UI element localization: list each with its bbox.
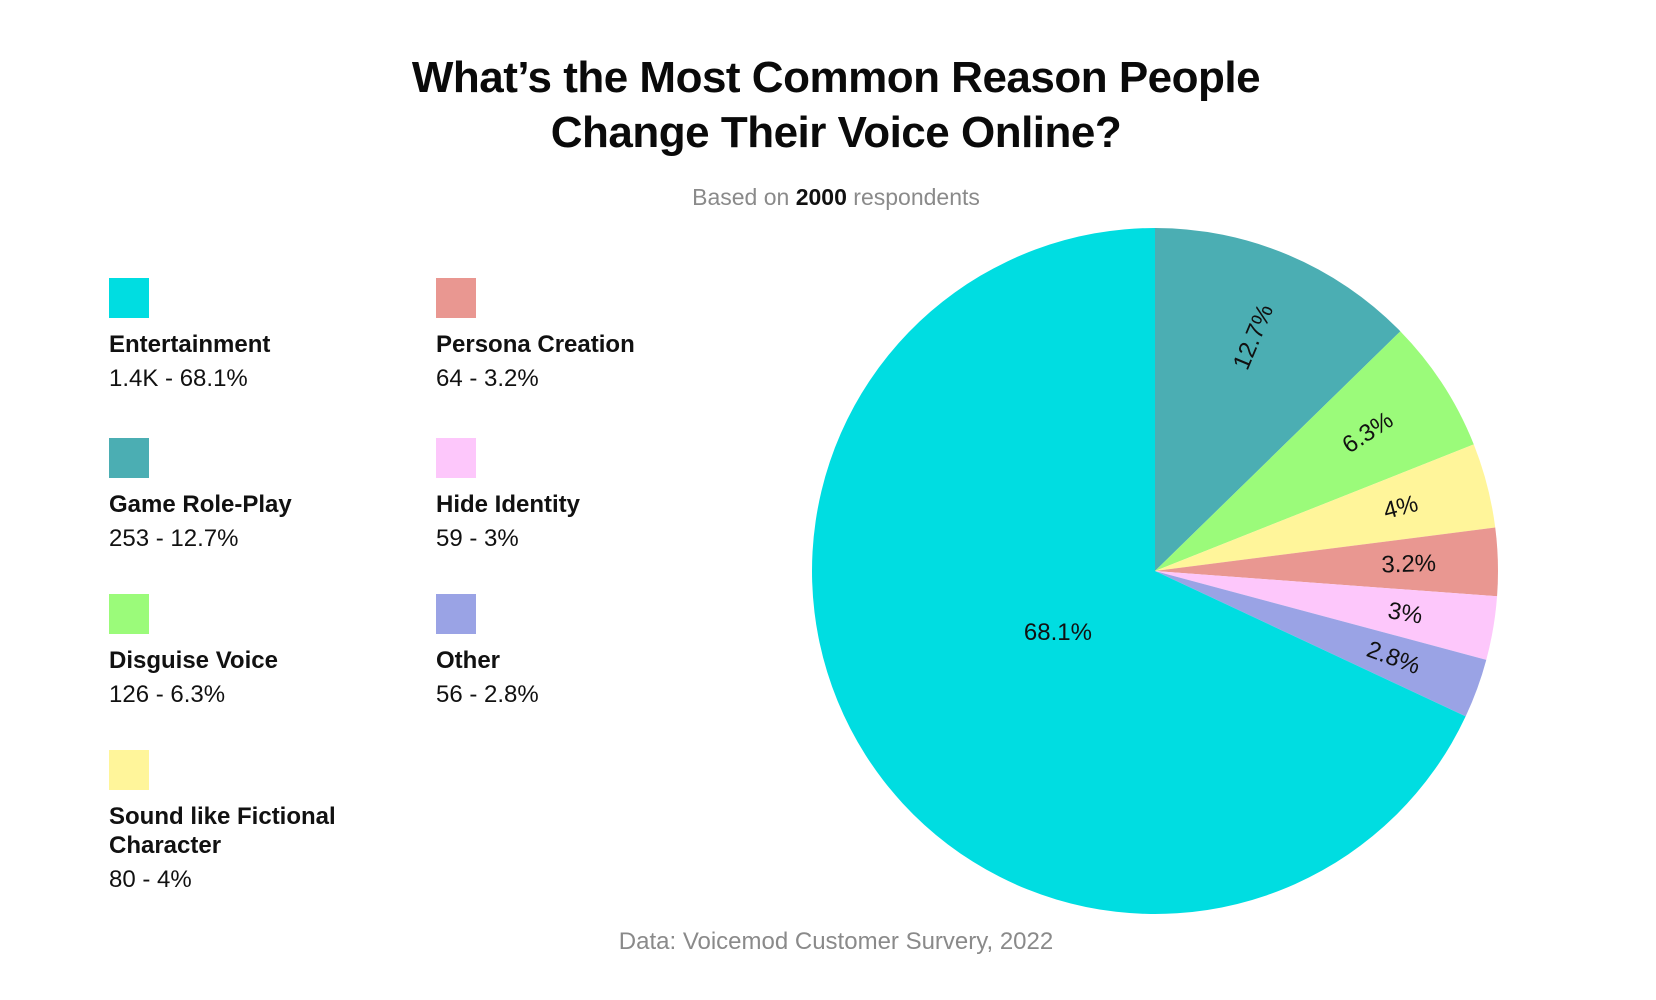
legend-value-disguise-voice: 126 - 6.3% [109,681,226,708]
legend-label-hide-identity: Hide Identity [436,491,581,518]
legend-item-other: Other 56 - 2.8% [436,594,736,709]
chart-title-line-1: What’s the Most Common Reason People [411,53,1261,102]
legend-swatch-other [436,594,476,634]
legend-label-disguise-voice: Disguise Voice [109,647,278,674]
legend-item-game-role-play: Game Role-Play 253 - 12.7% [109,438,409,553]
pie-slice-persona-creation[interactable] [1155,527,1498,597]
legend-swatch-persona-creation [436,278,476,318]
legend-value-entertainment: 1.4K - 68.1% [109,365,248,392]
legend-label-game-role-play: Game Role-Play [109,491,292,518]
subtitle-suffix: respondents [853,184,980,210]
pie-slice-other[interactable] [1155,571,1487,717]
chart-title-line-2: Change Their Voice Online? [550,108,1122,157]
pie-slice-disguise-voice[interactable] [1155,331,1474,571]
pie-slice-entertainment[interactable] [812,228,1466,914]
legend-value-hide-identity: 59 - 3% [436,525,519,552]
legend-swatch-sound-like-fictional-character [109,750,149,790]
legend-item-hide-identity: Hide Identity 59 - 3% [436,438,736,553]
chart-subtitle: Based on 2000 respondents [0,184,1656,211]
legend-item-persona-creation: Persona Creation 64 - 3.2% [436,278,736,393]
legend-item-entertainment: Entertainment 1.4K - 68.1% [109,278,409,393]
legend-label-persona-creation: Persona Creation [436,331,635,358]
subtitle-prefix: Based on [692,184,790,210]
chart-source: Data: Voicemod Customer Survery, 2022 [618,928,1054,955]
legend-label-other: Other [436,647,501,674]
pie-slice-hide-identity[interactable] [1155,571,1498,660]
legend-swatch-entertainment [109,278,149,318]
legend-value-game-role-play: 253 - 12.7% [109,525,239,552]
legend-item-sound-like-fictional-character: Sound like Fictional Character 80 - 4% [109,750,369,894]
legend-value-other: 56 - 2.8% [436,681,539,708]
subtitle-respondent-count: 2000 [795,184,847,210]
legend-swatch-hide-identity [436,438,476,478]
legend-label-sound-like-fictional-character: Sound like Fictional Character [109,803,336,859]
chart-title: What’s the Most Common Reason People Cha… [0,50,1656,160]
legend-item-disguise-voice: Disguise Voice 126 - 6.3% [109,594,409,709]
legend-value-sound-like-fictional-character: 80 - 4% [109,866,192,893]
pie-slice-game-role-play[interactable] [1155,228,1401,571]
legend-value-persona-creation: 64 - 3.2% [436,365,539,392]
pie-slice-sound-like-fictional-character[interactable] [1155,444,1496,571]
legend-swatch-game-role-play [109,438,149,478]
legend-swatch-disguise-voice [109,594,149,634]
legend-label-entertainment: Entertainment [109,331,271,358]
